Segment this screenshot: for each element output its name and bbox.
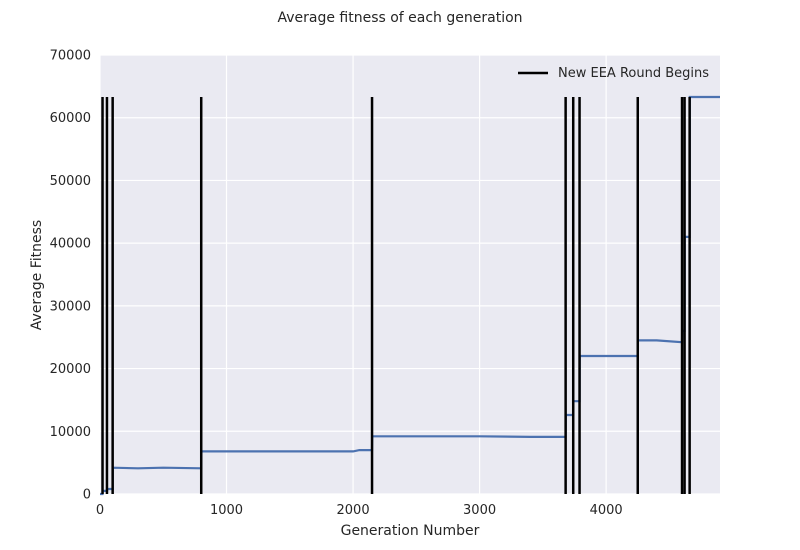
y-tick-label: 20000 <box>50 362 91 377</box>
y-tick-labels: 0 10000 20000 30000 40000 50000 60000 70000 <box>50 49 91 503</box>
round-markers <box>101 97 691 494</box>
x-tick-label: 2000 <box>337 503 370 518</box>
legend-label: New EEA Round Begins <box>558 66 709 81</box>
grid-lines <box>99 54 720 495</box>
y-tick-label: 0 <box>83 488 91 503</box>
chart-title: Average fitness of each generation <box>277 10 522 26</box>
y-tick-label: 30000 <box>50 299 91 314</box>
x-axis-label: Generation Number <box>341 523 480 539</box>
y-tick-label: 50000 <box>50 174 91 189</box>
y-tick-label: 70000 <box>50 49 91 64</box>
y-axis-label: Average Fitness <box>29 220 45 330</box>
x-tick-label: 0 <box>96 503 104 518</box>
legend: New EEA Round Begins <box>518 66 709 81</box>
x-tick-label: 4000 <box>590 503 623 518</box>
y-tick-label: 40000 <box>50 237 91 252</box>
y-tick-label: 60000 <box>50 111 91 126</box>
x-tick-labels: 0 1000 2000 3000 4000 <box>96 503 623 518</box>
fitness-series <box>100 95 720 496</box>
y-tick-label: 10000 <box>50 425 91 440</box>
x-tick-label: 1000 <box>210 503 243 518</box>
fitness-line <box>100 95 720 496</box>
plot-background <box>100 55 720 494</box>
x-tick-label: 3000 <box>463 503 496 518</box>
